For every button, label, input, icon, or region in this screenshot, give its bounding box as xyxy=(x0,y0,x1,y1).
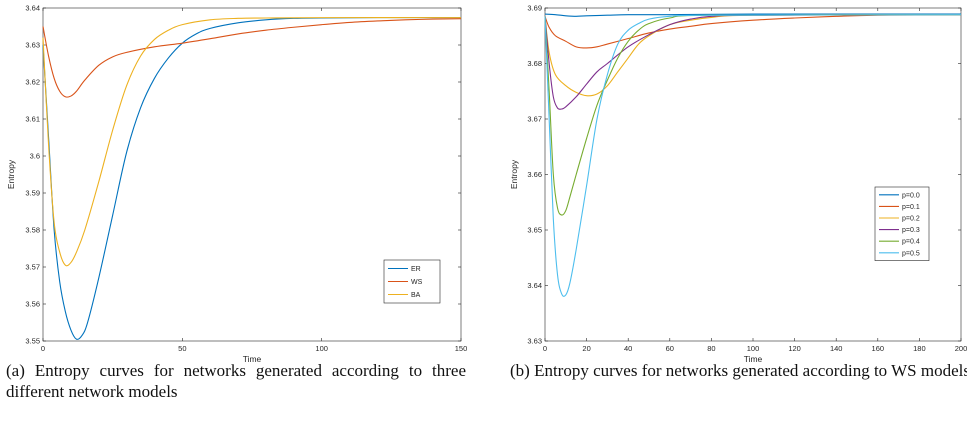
x-tick-label: 0 xyxy=(543,344,547,353)
series-line-p-0-0 xyxy=(544,13,962,17)
y-tick-label: 3.64 xyxy=(527,281,542,290)
plot-area-frame xyxy=(42,7,462,342)
x-tick-label: 100 xyxy=(315,344,328,353)
x-tick-label: 20 xyxy=(582,344,590,353)
legend-label: WS xyxy=(411,279,423,286)
x-tick-label: 0 xyxy=(41,344,45,353)
y-tick-label: 3.57 xyxy=(25,263,40,272)
y-tick-label: 3.67 xyxy=(527,115,542,124)
x-axis-label: Time xyxy=(744,354,763,364)
legend-label: p=0.5 xyxy=(902,250,920,257)
x-tick-label: 50 xyxy=(178,344,186,353)
x-tick-label: 60 xyxy=(666,344,674,353)
y-tick-label: 3.59 xyxy=(25,189,40,198)
y-tick-label: 3.65 xyxy=(527,226,542,235)
legend-label: p=0.1 xyxy=(902,204,920,211)
caption-a: (a) Entropy curves for networks generate… xyxy=(6,361,466,401)
y-tick-label: 3.69 xyxy=(527,4,542,13)
y-tick-label: 3.61 xyxy=(25,115,40,124)
legend-label: p=0.2 xyxy=(902,216,920,223)
y-tick-label: 3.63 xyxy=(25,41,40,50)
y-tick-label: 3.66 xyxy=(527,170,542,179)
x-tick-label: 180 xyxy=(913,344,926,353)
y-tick-label: 3.62 xyxy=(25,78,40,87)
legend-label: ER xyxy=(411,266,421,273)
y-tick-label: 3.58 xyxy=(25,226,40,235)
legend-label: p=0.3 xyxy=(902,227,920,234)
x-axis-label: Time xyxy=(243,354,262,364)
y-axis-label: Entropy xyxy=(6,159,16,189)
legend-box xyxy=(874,186,930,261)
legend-label: BA xyxy=(411,292,421,299)
y-tick-label: 3.63 xyxy=(527,337,542,346)
y-tick-label: 3.68 xyxy=(527,59,542,68)
series-line-p-0-1 xyxy=(544,14,962,49)
y-tick-label: 3.55 xyxy=(25,337,40,346)
chart-a-entropy-network-models: 0 50 100 150 3.55 3.56 3.57 3.58 3.59 3.6 3.61 3.62… xyxy=(6,4,467,365)
x-tick-label: 40 xyxy=(624,344,632,353)
x-tick-label: 160 xyxy=(872,344,885,353)
x-tick-label: 140 xyxy=(830,344,843,353)
series-line-p-0-5 xyxy=(544,14,962,297)
chart-b-entropy-ws-models: 0 20 40 60 80 100 120 140 160 180 200 3.63 3.64 3.65 3… xyxy=(509,4,967,365)
legend-label: p=0.4 xyxy=(902,239,920,246)
y-tick-label: 3.56 xyxy=(25,300,40,309)
series-line-ba xyxy=(42,17,462,267)
series-line-p-0-2 xyxy=(544,14,962,97)
legend-label: p=0.0 xyxy=(902,192,920,199)
series-line-ws xyxy=(42,18,462,98)
y-axis-label: Entropy xyxy=(509,159,519,189)
x-tick-label: 120 xyxy=(788,344,801,353)
x-tick-label: 200 xyxy=(955,344,967,353)
series-line-er xyxy=(42,17,462,340)
series-line-p-0-4 xyxy=(544,14,962,216)
y-tick-label: 3.64 xyxy=(25,4,40,13)
x-tick-label: 80 xyxy=(707,344,715,353)
caption-b: (b) Entropy curves for networks generate… xyxy=(510,361,967,380)
x-tick-label: 150 xyxy=(455,344,468,353)
x-tick-label: 100 xyxy=(747,344,760,353)
series-line-p-0-3 xyxy=(544,14,962,110)
plot-area-frame xyxy=(544,7,962,342)
y-tick-label: 3.6 xyxy=(30,152,40,161)
